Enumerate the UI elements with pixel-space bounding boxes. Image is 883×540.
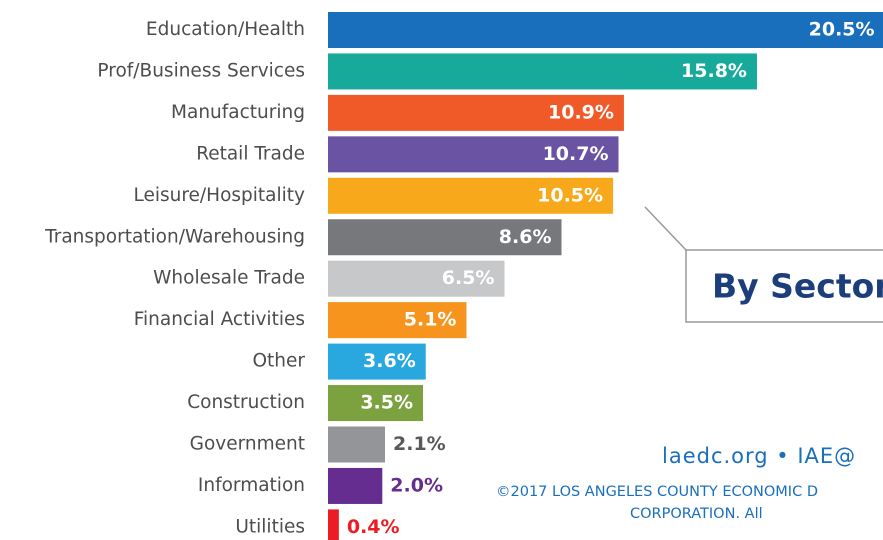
bar xyxy=(328,426,386,463)
category-label: Information xyxy=(198,475,305,496)
annotation: By Sector xyxy=(712,267,883,306)
footer-copyright: CORPORATION. All xyxy=(630,506,763,522)
connector xyxy=(644,206,687,251)
bar xyxy=(328,177,614,214)
bar xyxy=(328,260,505,297)
annotation-box xyxy=(685,249,883,323)
value-label: 2.0% xyxy=(390,474,443,496)
footer-link: laedc.org • IAE@ xyxy=(662,444,856,468)
bar xyxy=(328,343,426,380)
bar xyxy=(328,136,619,173)
value-label: 2.1% xyxy=(393,433,446,455)
category-label: Transportation/Warehousing xyxy=(44,226,305,247)
category-label: Government xyxy=(190,434,305,455)
category-label: Utilities xyxy=(235,516,305,537)
value-label: 20.5% xyxy=(809,19,875,41)
category-label: Financial Activities xyxy=(134,309,305,330)
value-label: 15.8% xyxy=(681,60,747,82)
bar xyxy=(328,219,562,256)
value-label: 10.5% xyxy=(537,184,603,206)
value-label: 10.7% xyxy=(543,143,609,165)
value-label: 8.6% xyxy=(499,226,552,248)
value-label: 3.5% xyxy=(360,392,413,414)
category-label: Wholesale Trade xyxy=(153,268,305,289)
bar xyxy=(328,12,883,48)
category-label: Leisure/Hospitality xyxy=(133,185,305,206)
value-label: 6.5% xyxy=(442,267,495,289)
value-label: 0.4% xyxy=(347,516,400,538)
value-label: 3.6% xyxy=(363,350,416,372)
value-label: 5.1% xyxy=(404,309,457,331)
category-label: Education/Health xyxy=(146,19,305,40)
bar xyxy=(328,53,757,90)
category-label: Construction xyxy=(187,392,305,413)
category-label: Prof/Business Services xyxy=(97,60,305,81)
category-label: Retail Trade xyxy=(196,143,305,164)
bar xyxy=(328,467,383,504)
bar xyxy=(328,94,624,131)
category-label: Other xyxy=(252,351,305,372)
bar xyxy=(328,302,467,339)
bar xyxy=(328,385,424,422)
footer-copyright: ©2017 LOS ANGELES COUNTY ECONOMIC D xyxy=(496,484,818,500)
value-label: 10.9% xyxy=(548,101,614,123)
category-label: Manufacturing xyxy=(171,102,305,123)
bar xyxy=(328,509,339,540)
